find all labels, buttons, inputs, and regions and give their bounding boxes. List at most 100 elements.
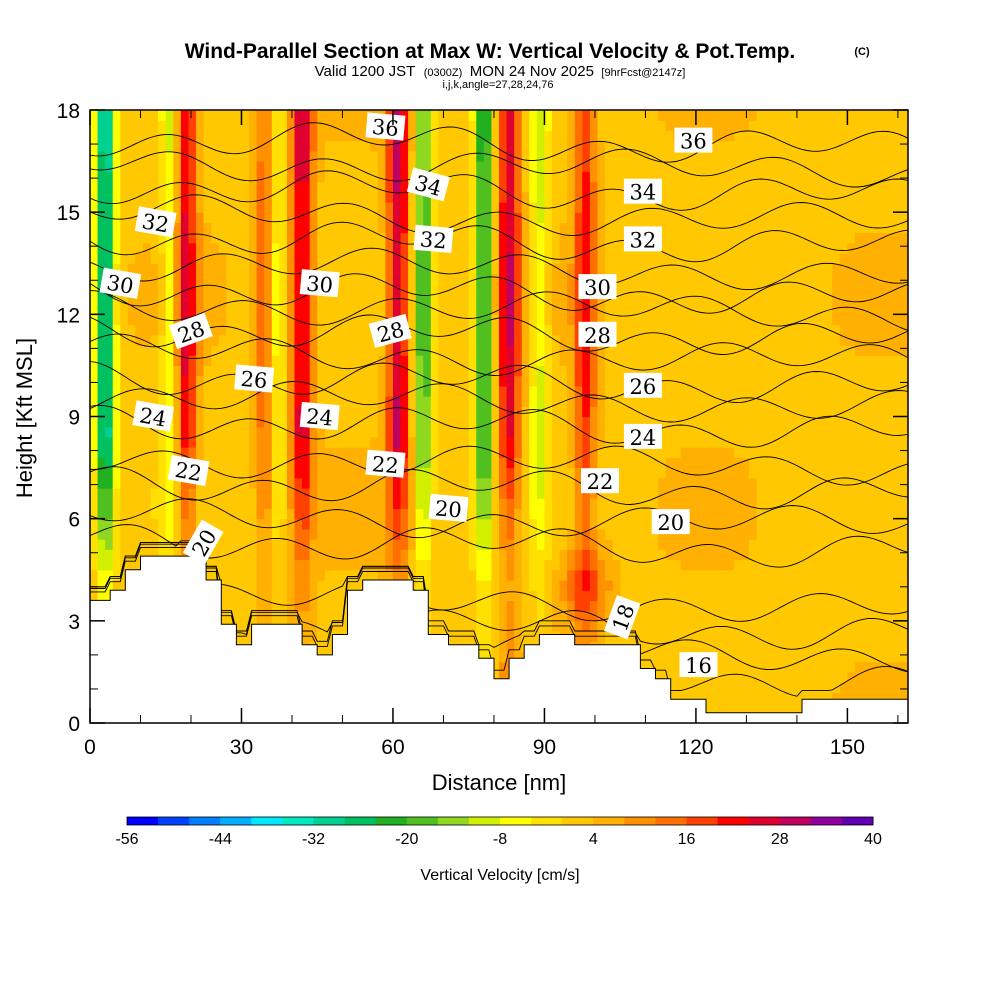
velocity-cell (279, 212, 288, 223)
velocity-cell (453, 620, 462, 632)
velocity-cell (294, 549, 303, 561)
velocity-cell (135, 140, 144, 152)
velocity-cell (249, 263, 258, 275)
velocity-cell (559, 498, 568, 510)
velocity-cell (279, 528, 288, 540)
velocity-cell (506, 130, 515, 142)
velocity-cell (620, 110, 629, 121)
velocity-cell (461, 416, 470, 428)
velocity-cell (415, 477, 424, 489)
velocity-cell (514, 161, 523, 172)
velocity-cell (552, 436, 561, 448)
velocity-cell (286, 436, 296, 448)
velocity-cell (635, 467, 644, 479)
velocity-cell (370, 406, 379, 418)
velocity-cell (158, 191, 167, 203)
velocity-cell (582, 559, 591, 571)
velocity-cell (536, 191, 546, 203)
velocity-cell (438, 610, 447, 622)
velocity-cell (521, 334, 530, 346)
velocity-cell (544, 457, 553, 469)
velocity-cell (241, 610, 250, 622)
velocity-cell (256, 467, 265, 479)
velocity-cell (468, 579, 477, 591)
velocity-cell (552, 355, 561, 367)
velocity-cell (665, 385, 674, 397)
velocity-cell (536, 263, 546, 275)
velocity-cell (665, 641, 674, 653)
velocity-cell (627, 569, 636, 581)
velocity-cell (120, 549, 129, 561)
velocity-cell (559, 171, 568, 183)
velocity-cell (211, 293, 220, 305)
velocity-cell (324, 253, 333, 264)
velocity-cell (271, 569, 280, 581)
velocity-cell (339, 508, 349, 520)
velocity-cell (620, 140, 629, 152)
velocity-cell (514, 620, 523, 632)
velocity-cell (680, 406, 689, 418)
velocity-cell (294, 263, 303, 275)
velocity-cell (355, 181, 364, 193)
velocity-cell (567, 518, 576, 530)
velocity-cell (400, 232, 409, 244)
velocity-cell (491, 242, 500, 254)
velocity-cell (582, 549, 591, 561)
velocity-cell (635, 579, 644, 591)
velocity-cell (309, 467, 318, 479)
velocity-cell (506, 416, 515, 428)
velocity-cell (711, 232, 720, 244)
velocity-cell (362, 528, 371, 540)
velocity-cell (521, 273, 530, 285)
velocity-cell (627, 273, 636, 285)
velocity-cell (362, 559, 371, 571)
velocity-cell (400, 385, 409, 397)
velocity-cell (650, 344, 659, 356)
velocity-cell (718, 682, 727, 693)
velocity-cell (491, 426, 500, 438)
velocity-cell (97, 171, 106, 183)
velocity-cell (491, 171, 500, 183)
velocity-cell (392, 222, 402, 234)
velocity-cell (423, 508, 432, 520)
velocity-cell (271, 273, 280, 285)
velocity-cell (347, 181, 356, 193)
velocity-cell (605, 416, 614, 428)
velocity-cell (362, 426, 371, 438)
velocity-cell (483, 549, 493, 561)
velocity-cell (453, 273, 462, 285)
velocity-cell (506, 436, 515, 448)
velocity-cell (574, 436, 583, 448)
velocity-cell (521, 191, 530, 203)
velocity-cell (203, 559, 212, 571)
velocity-cell (521, 436, 530, 448)
velocity-cell (445, 447, 455, 458)
velocity-cell (552, 212, 561, 223)
velocity-cell (695, 631, 705, 642)
velocity-cell (249, 171, 258, 183)
velocity-cell (695, 590, 705, 601)
velocity-cell (165, 304, 174, 315)
velocity-cell (347, 549, 356, 561)
velocity-cell (233, 191, 243, 203)
velocity-cell (256, 549, 265, 561)
velocity-cell (650, 161, 659, 172)
velocity-cell (279, 344, 288, 356)
velocity-cell (203, 222, 212, 234)
velocity-cell (695, 110, 705, 121)
velocity-cell (695, 212, 705, 223)
velocity-cell (165, 498, 174, 510)
velocity-cell (597, 488, 606, 499)
velocity-cell (650, 263, 659, 275)
velocity-cell (188, 232, 197, 244)
velocity-cell (241, 171, 250, 183)
velocity-cell (552, 569, 561, 581)
velocity-cell (703, 436, 712, 448)
velocity-cell (226, 488, 235, 499)
velocity-cell (680, 559, 689, 571)
velocity-cell (612, 293, 621, 305)
velocity-cell (347, 498, 356, 510)
velocity-cell (468, 334, 477, 346)
velocity-cell (112, 355, 121, 367)
velocity-cell (286, 600, 296, 612)
